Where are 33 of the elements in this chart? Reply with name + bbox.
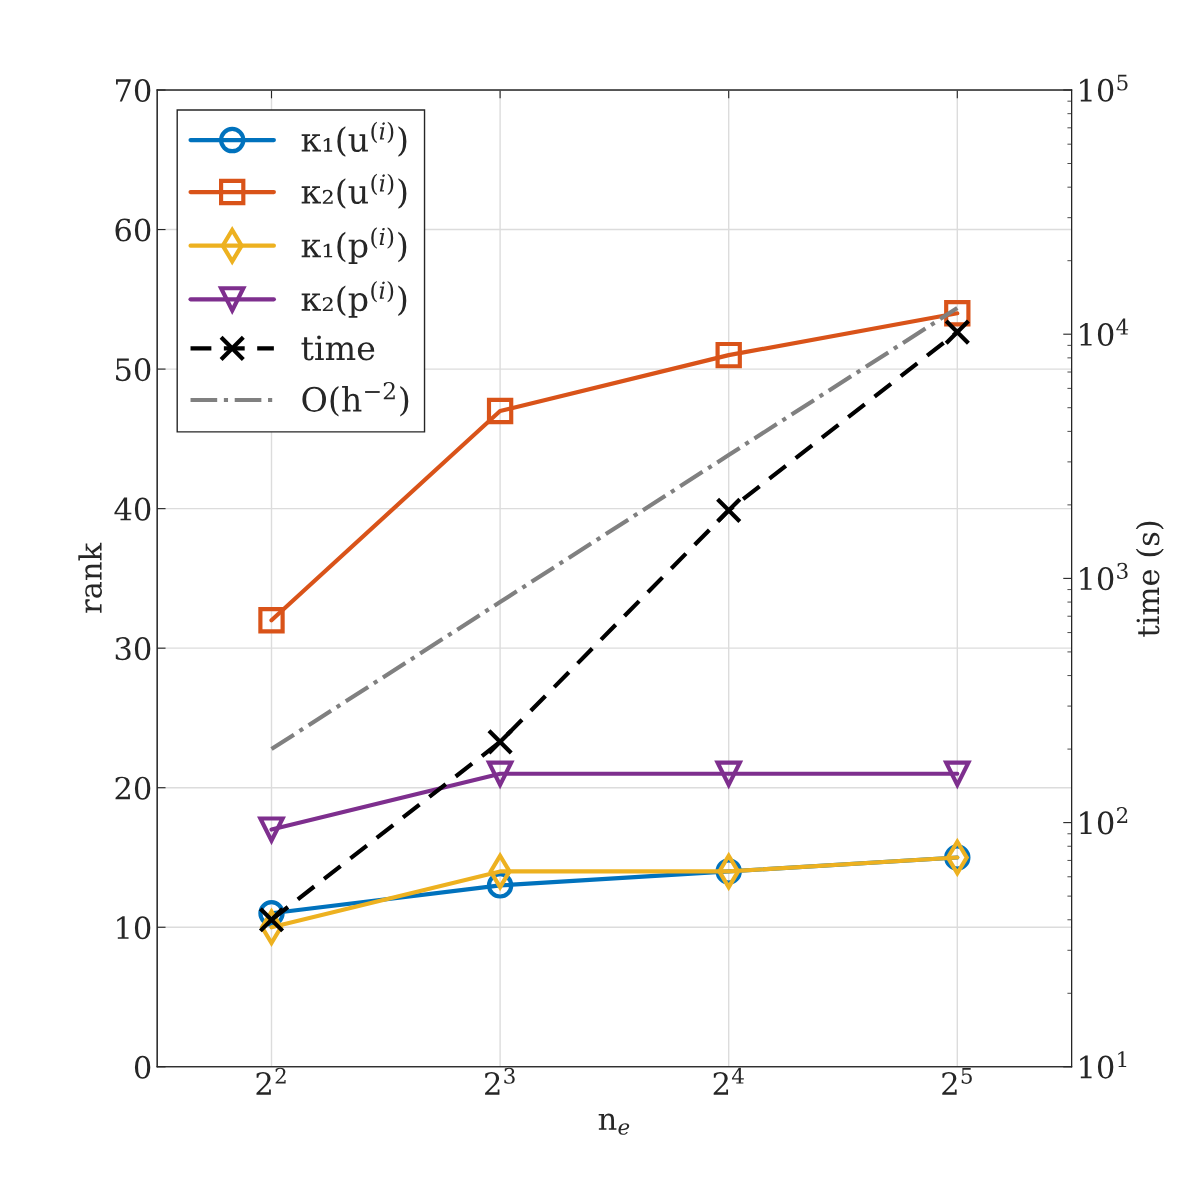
y2-tick-label: 10$^{4}$: [1080, 318, 1129, 347]
point: [486, 397, 514, 425]
point: [715, 341, 742, 369]
x-tick-label: 2$^{2}$: [256, 1067, 286, 1095]
x-tick-label: 2$^{4}$: [713, 1067, 744, 1095]
legend-label: κ₁(p$^{(i)}$): [301, 227, 407, 265]
y2-tick-label: 10$^{5}$: [1080, 74, 1128, 102]
point: [486, 728, 514, 756]
y-tick-label: 0: [134, 1055, 151, 1079]
y-axis-title: rank: [78, 542, 102, 613]
y2-tick-label: 10$^{1}$: [1080, 1051, 1127, 1079]
y-tick-label: 70: [116, 78, 151, 103]
y-tick-label: 40: [114, 497, 151, 521]
legend-label: κ₂(u$^{(i)}$): [301, 173, 407, 209]
x-tick-label: 2$^{5}$: [942, 1067, 972, 1095]
point: [715, 497, 742, 524]
y-tick-label: 60: [115, 218, 151, 242]
y-tick-label: 20: [115, 776, 151, 800]
point: [258, 906, 285, 933]
x-tick-label: 2$^{3}$: [485, 1067, 515, 1095]
point: [944, 318, 971, 346]
legend-label: κ₂(p$^{(i)}$): [301, 281, 407, 318]
legend-label: κ₁(u$^{(i)}$): [301, 121, 407, 157]
y2-axis-title: time (s): [1135, 521, 1164, 637]
point: [258, 607, 285, 634]
y-tick-label: 10: [117, 916, 151, 940]
y2-tick-label: 10$^{3}$: [1080, 562, 1128, 591]
y-tick-label: 50: [116, 358, 151, 382]
legend-label: time: [301, 335, 375, 361]
y-tick-label: 30: [115, 637, 151, 661]
y2-tick-label: 10$^{2}$: [1080, 807, 1128, 835]
x-axis-title: n$_{e}$: [598, 1113, 630, 1135]
legend-label: O(h$^{−2}$): [302, 381, 409, 417]
